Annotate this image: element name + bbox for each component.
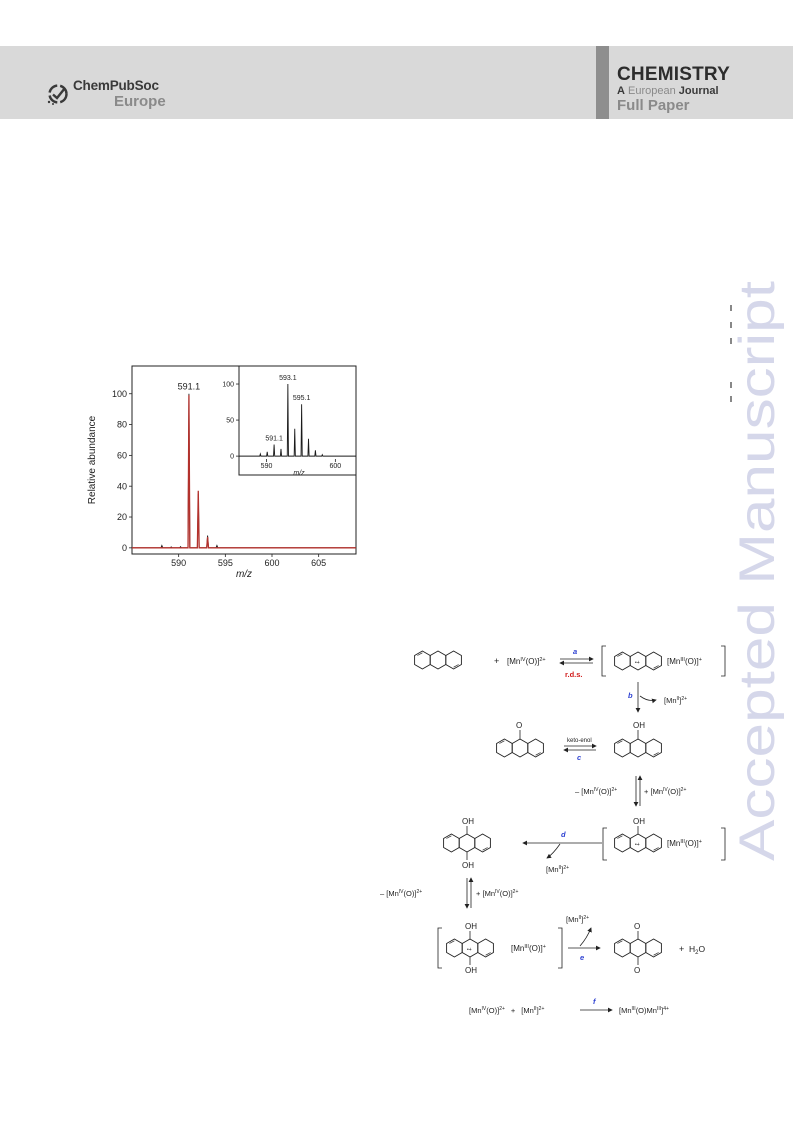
- minus-mn-iv-label-2: – [MnIV(O)]2+: [380, 889, 422, 898]
- step-a-label: a: [573, 647, 577, 656]
- step-f-label: f: [593, 997, 597, 1006]
- margin-mark: [730, 305, 732, 311]
- rds-label: r.d.s.: [565, 670, 583, 679]
- accepted-manuscript-watermark: Accepted Manuscript: [730, 278, 784, 861]
- water-label: H2O: [689, 944, 705, 956]
- svg-text:•+: •+: [467, 947, 472, 953]
- plus-mn-iv-label: + [MnIV(O)]2+: [644, 787, 686, 796]
- mn-iii-label: [MnIII(O)]+: [667, 657, 702, 666]
- x-axis-label: m/z: [236, 569, 252, 580]
- article-type: Full Paper: [617, 97, 690, 114]
- chempubsoc-logo: ChemPubSoc Europe: [46, 78, 176, 112]
- svg-text:•+: •+: [635, 660, 640, 666]
- anthrone-molecule: [497, 739, 544, 757]
- mass-spectrum-chart: 590 595 600 605 0 20 40 60 80 100 591.1 m/z Relat…: [87, 365, 357, 580]
- peak-label: 595.1: [293, 395, 311, 402]
- y-tick-label: 20: [117, 512, 127, 522]
- mn-ii-released-2: [MnII]2+: [546, 865, 569, 874]
- mn-iii-label-2: [MnIII(O)]+: [667, 839, 702, 848]
- x-tick-label: 595: [218, 558, 233, 568]
- margin-mark: [730, 322, 732, 328]
- inset-x-axis-label: m/z: [293, 470, 305, 477]
- svg-text:+: +: [679, 944, 684, 954]
- y-tick-label: 80: [117, 420, 127, 430]
- peak-label: 591.1: [265, 436, 283, 443]
- svg-text:OH: OH: [462, 817, 474, 826]
- logo-mark-icon: [47, 84, 68, 105]
- svg-text:O: O: [634, 966, 640, 975]
- minus-mn-iv-label: – [MnIV(O)]2+: [575, 787, 617, 796]
- dimer-product: [MnIII(O)MnIII]4+: [619, 1006, 669, 1015]
- y-tick-label: 60: [117, 451, 127, 461]
- inset-plot-frame: [238, 365, 357, 476]
- step-d-label: d: [561, 830, 566, 839]
- svg-text:OH: OH: [465, 922, 477, 931]
- x-tick-label: 600: [264, 558, 279, 568]
- journal-bar: [596, 46, 609, 119]
- x-tick-label: 600: [330, 463, 342, 470]
- comproportionation-reactants: [MnIV(O)]2+ + [MnII]2+: [469, 1006, 544, 1015]
- y-tick-label: 0: [122, 543, 127, 553]
- anthracene-diol-molecule: [444, 834, 491, 852]
- mn-iii-label-3: [MnIII(O)]+: [511, 944, 546, 953]
- y-tick-label: 0: [230, 454, 234, 461]
- anthraquinone-molecule: [615, 939, 662, 957]
- anthranol-molecule: [615, 739, 662, 757]
- y-tick-label: 100: [112, 389, 127, 399]
- svg-text:OH: OH: [633, 721, 645, 730]
- svg-text:OH: OH: [465, 966, 477, 975]
- oxidant-label: [MnIV(O)]2+: [507, 657, 546, 666]
- y-axis-label: Relative abundance: [87, 415, 98, 504]
- spectrum-trace: [132, 395, 356, 549]
- journal-title-block: CHEMISTRY A European Journal Full Paper: [596, 46, 766, 119]
- reaction-scheme: + [MnIV(O)]2+ a r.d.s. •+ [MnIII(O)]+ b …: [380, 645, 726, 1015]
- svg-text:OH: OH: [462, 861, 474, 870]
- header-band: [0, 46, 793, 119]
- x-tick-label: 590: [261, 463, 273, 470]
- journal-subtitle: A European Journal: [617, 85, 719, 97]
- step-c-label: c: [577, 753, 582, 762]
- plus-sign: +: [494, 656, 499, 666]
- y-tick-label: 40: [117, 481, 127, 491]
- logo-region: Europe: [114, 93, 166, 110]
- logo-name: ChemPubSoc: [73, 78, 159, 93]
- y-tick-label: 50: [226, 418, 234, 425]
- margin-mark: [730, 338, 732, 344]
- journal-title: CHEMISTRY: [617, 64, 730, 85]
- svg-text:Accepted Manuscript: Accepted Manuscript: [730, 281, 784, 861]
- plus-mn-iv-label-2: + [MnIV(O)]2+: [476, 889, 518, 898]
- x-tick-label: 590: [171, 558, 186, 568]
- svg-text:OH: OH: [633, 817, 645, 826]
- y-tick-label: 100: [222, 381, 234, 388]
- mn-ii-released-3: [MnII]2+: [566, 915, 589, 924]
- svg-text:O: O: [516, 721, 522, 730]
- x-tick-label: 605: [311, 558, 326, 568]
- svg-text:•+: •+: [635, 842, 640, 848]
- spectrum-trace: [239, 384, 356, 457]
- keto-enol-label: keto-enol: [567, 738, 592, 744]
- peak-label: 591.1: [178, 382, 201, 392]
- svg-text:O: O: [634, 922, 640, 931]
- margin-mark: [730, 396, 732, 402]
- mn-ii-released: [MnII]2+: [664, 696, 687, 705]
- peak-label: 593.1: [279, 375, 297, 382]
- margin-mark: [730, 382, 732, 388]
- step-e-label: e: [580, 953, 584, 962]
- step-b-label: b: [628, 691, 633, 700]
- anthracene-molecule: [415, 651, 462, 669]
